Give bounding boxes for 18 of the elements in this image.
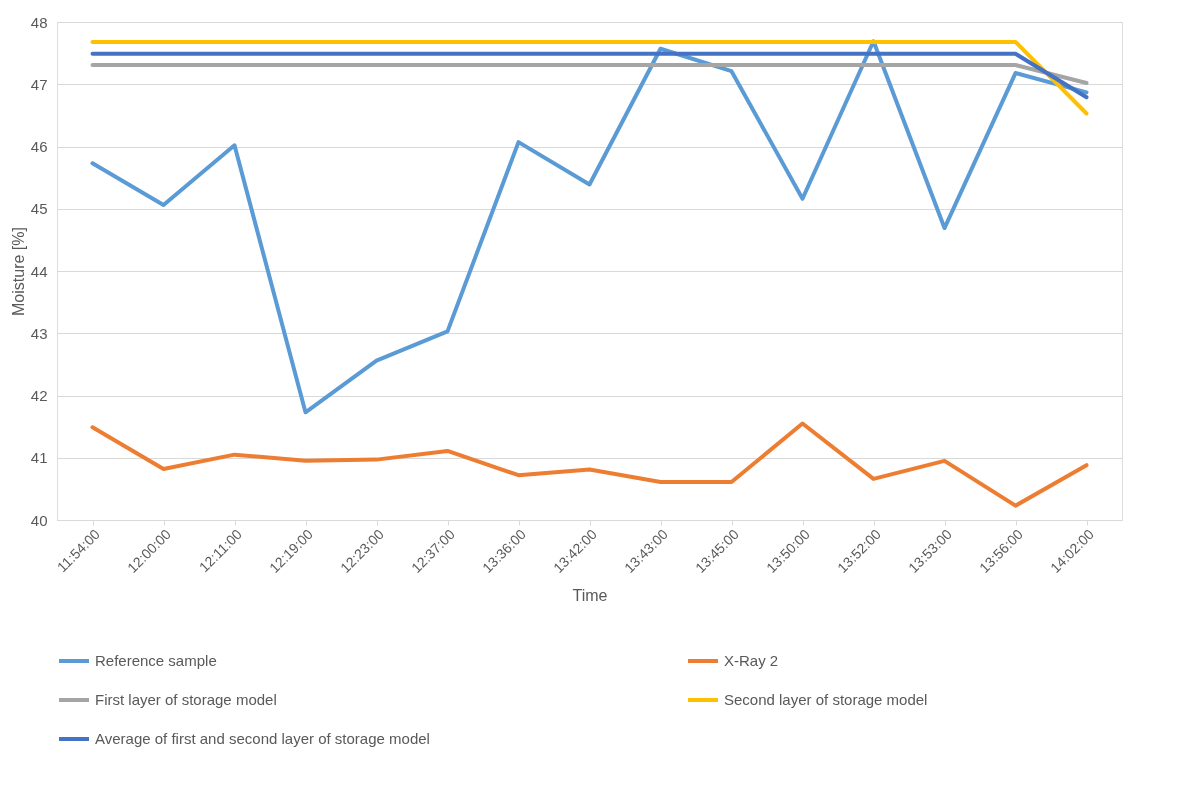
legend-label: First layer of storage model bbox=[95, 691, 277, 708]
y-tick-label: 43 bbox=[30, 324, 48, 342]
y-axis-title: Moisture [%] bbox=[9, 227, 27, 316]
y-tick-label: 45 bbox=[30, 200, 48, 218]
y-tick-label: 44 bbox=[30, 262, 48, 280]
y-tick-label: 41 bbox=[30, 449, 48, 467]
y-tick-label: 48 bbox=[30, 13, 48, 31]
line-series bbox=[90, 39, 1089, 415]
line-series bbox=[90, 421, 1089, 508]
legend-label: Second layer of storage model bbox=[724, 691, 928, 708]
legend-label: Reference sample bbox=[95, 652, 217, 669]
y-tick-label: 47 bbox=[30, 75, 48, 93]
y-tick-label: 40 bbox=[30, 511, 48, 529]
x-axis-title: Time bbox=[572, 586, 608, 604]
y-tick-label: 46 bbox=[30, 138, 48, 155]
legend-label: Average of first and second layer of storage model bbox=[95, 730, 430, 747]
legend-label: X-Ray 2 bbox=[724, 652, 779, 669]
y-tick-label: 42 bbox=[30, 387, 48, 404]
